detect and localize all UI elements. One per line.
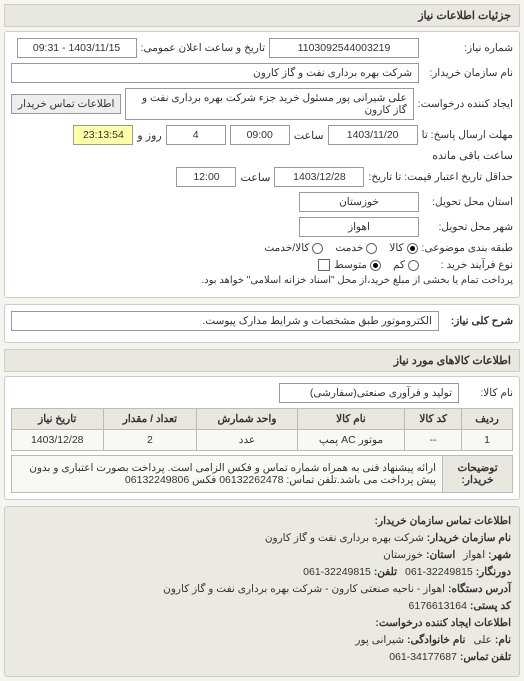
buyer-value: شرکت بهره برداری نفت و گاز کارون (11, 63, 419, 83)
requester-label: ایجاد کننده درخواست: (418, 98, 513, 110)
reply-hour: 09:00 (230, 125, 290, 145)
budget-label: طبقه بندی موضوعی: (422, 242, 513, 254)
radio-service[interactable]: خدمت (335, 242, 377, 254)
credit-label: حداقل تاریخ اعتبار قیمت: تا تاریخ: (368, 171, 513, 183)
notes-table: توضیحات خریدار: ارائه پیشنهاد فنی به همر… (11, 455, 513, 493)
process-note: پرداخت تمام یا بخشی از مبلغ خرید،از محل … (201, 275, 513, 286)
notes-value: ارائه پیشنهاد فنی به همراه شماره تماس و … (12, 456, 443, 493)
items-panel: نام کالا: تولید و فرآوری صنعتی(سفارشی) ر… (4, 376, 520, 500)
public-date-value: 1403/11/15 - 09:31 (17, 38, 137, 58)
number-value: 1103092544003219 (269, 38, 419, 58)
table-header: ردیف (462, 409, 513, 430)
time-suffix: ساعت باقی مانده (432, 149, 513, 162)
days-left: 4 (166, 125, 226, 145)
credit-hour: 12:00 (176, 167, 236, 187)
reply-date: 1403/11/20 (328, 125, 418, 145)
header-panel: شماره نیاز: 1103092544003219 تاریخ و ساع… (4, 31, 520, 298)
radio-dot-icon (408, 260, 419, 271)
summary-label: شرح کلی نیاز: (443, 315, 513, 327)
public-date-label: تاریخ و ساعت اعلان عمومی: (141, 42, 265, 54)
radio-dot-icon (366, 243, 377, 254)
footer-info: اطلاعات تماس سازمان خریدار: نام سازمان خ… (4, 506, 520, 677)
number-label: شماره نیاز: (423, 42, 513, 54)
table-header: تعداد / مقدار (103, 409, 197, 430)
section-details-title: جزئیات اطلاعات نیاز (4, 4, 520, 27)
table-cell: 1403/12/28 (12, 430, 104, 451)
radio-low[interactable]: کم (393, 259, 419, 271)
table-cell: عدد (197, 430, 297, 451)
contact-button[interactable]: اطلاعات تماس خریدار (11, 94, 121, 114)
table-cell: -- (405, 430, 462, 451)
city-value: اهواز (299, 217, 419, 237)
budget-radio-group: کالا خدمت کالا/خدمت (264, 242, 417, 254)
category-value: تولید و فرآوری صنعتی(سفارشی) (279, 383, 459, 403)
table-cell: موتور AC پمپ (297, 430, 405, 451)
radio-cash[interactable]: کالا/خدمت (264, 242, 323, 254)
table-cell: 1 (462, 430, 513, 451)
time-left: 23:13:54 (73, 125, 133, 145)
reply-label: مهلت ارسال پاسخ: تا (422, 129, 513, 141)
category-label: نام کالا: (463, 387, 513, 399)
radio-mid[interactable]: متوسط (334, 259, 381, 271)
treasury-checkbox[interactable] (318, 259, 330, 271)
table-header: واحد شمارش (197, 409, 297, 430)
summary-value: الکتروموتور طبق مشخصات و شرایط مدارک پیو… (11, 311, 439, 331)
items-section-title: اطلاعات کالاهای مورد نیاز (4, 349, 520, 372)
radio-goods[interactable]: کالا (389, 242, 417, 254)
requester-value: علی شیرانی پور مسئول خرید جزء شرکت بهره … (125, 88, 413, 120)
credit-hour-label: ساعت (240, 171, 270, 184)
reply-hour-label: ساعت (294, 129, 324, 142)
summary-panel: شرح کلی نیاز: الکتروموتور طبق مشخصات و ش… (4, 304, 520, 343)
city-label: شهر محل تحویل: (423, 221, 513, 233)
process-label: نوع فرآیند خرید : (423, 259, 513, 271)
days-suffix: روز و (137, 129, 161, 142)
table-header: کد کالا (405, 409, 462, 430)
table-row: 1--موتور AC پمپعدد21403/12/28 (12, 430, 513, 451)
radio-dot-icon (370, 260, 381, 271)
province-label: استان محل تحویل: (423, 196, 513, 208)
notes-label: توضیحات خریدار: (443, 456, 513, 493)
radio-dot-icon (312, 243, 323, 254)
radio-dot-icon (407, 243, 418, 254)
creator-title: اطلاعات ایجاد کننده درخواست: (375, 617, 511, 629)
table-cell: 2 (103, 430, 197, 451)
table-header: تاریخ نیاز (12, 409, 104, 430)
footer-title: اطلاعات تماس سازمان خریدار: (375, 515, 511, 527)
buyer-label: نام سازمان خریدار: (423, 67, 513, 79)
process-radio-group: کم متوسط (334, 259, 419, 271)
credit-date: 1403/12/28 (274, 167, 364, 187)
items-table: ردیفکد کالانام کالاواحد شمارشتعداد / مقد… (11, 408, 513, 451)
province-value: خوزستان (299, 192, 419, 212)
table-header: نام کالا (297, 409, 405, 430)
